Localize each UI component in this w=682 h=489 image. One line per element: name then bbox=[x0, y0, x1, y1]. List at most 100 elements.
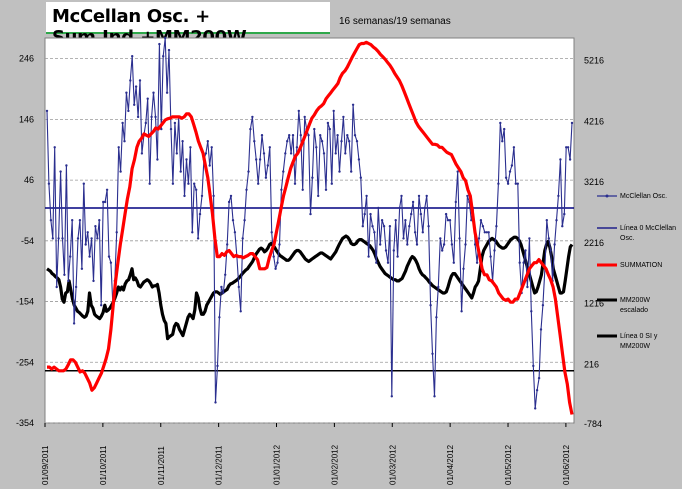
data-point bbox=[421, 231, 424, 234]
legend-item: McClellan Osc. bbox=[597, 193, 667, 200]
data-point bbox=[415, 243, 419, 246]
data-point bbox=[187, 182, 190, 185]
data-point bbox=[504, 176, 508, 179]
data-point bbox=[167, 48, 171, 52]
data-point bbox=[371, 225, 374, 228]
data-point bbox=[493, 249, 496, 252]
data-point bbox=[466, 194, 469, 198]
data-point bbox=[266, 164, 269, 167]
data-point bbox=[382, 225, 386, 228]
data-point bbox=[503, 127, 506, 131]
data-point bbox=[80, 267, 84, 270]
data-point bbox=[336, 134, 339, 137]
data-point bbox=[138, 79, 142, 82]
x-tick-label: 01/01/2012 bbox=[273, 444, 282, 485]
data-point bbox=[495, 225, 498, 228]
data-point bbox=[117, 146, 120, 149]
data-point bbox=[346, 134, 349, 137]
data-point bbox=[549, 249, 552, 252]
data-point bbox=[557, 194, 560, 198]
data-point bbox=[183, 194, 186, 198]
data-point bbox=[537, 376, 541, 380]
series-2 bbox=[46, 234, 574, 341]
data-point bbox=[195, 188, 198, 191]
data-point bbox=[394, 219, 397, 222]
x-tick-label: 01/04/2012 bbox=[446, 444, 455, 485]
data-point bbox=[284, 152, 287, 155]
data-point bbox=[350, 170, 353, 173]
data-point bbox=[208, 164, 211, 167]
data-point bbox=[411, 200, 415, 204]
x-tick-label: 01/02/2012 bbox=[330, 444, 339, 485]
data-point bbox=[115, 231, 118, 234]
data-point bbox=[109, 261, 113, 264]
data-point bbox=[568, 158, 572, 161]
data-point bbox=[431, 352, 434, 355]
legend-label: Línea 0 SI y MM200W bbox=[620, 333, 658, 350]
data-point bbox=[210, 146, 213, 149]
data-point bbox=[499, 121, 502, 125]
data-point bbox=[214, 401, 217, 404]
data-point bbox=[69, 255, 72, 258]
data-point bbox=[326, 121, 330, 125]
data-point bbox=[380, 219, 384, 222]
data-point bbox=[165, 91, 169, 94]
data-point bbox=[282, 170, 285, 173]
x-tick-label: 01/09/2011 bbox=[41, 445, 50, 485]
data-point bbox=[384, 249, 388, 252]
data-point bbox=[144, 121, 147, 125]
data-point bbox=[427, 225, 430, 228]
data-point bbox=[342, 115, 345, 119]
data-point bbox=[487, 231, 490, 234]
data-point bbox=[561, 225, 564, 228]
data-point bbox=[45, 109, 49, 113]
legend-item: SUMMATION bbox=[597, 262, 662, 269]
data-point bbox=[419, 212, 423, 216]
x-tick-label: 01/10/2011 bbox=[99, 445, 108, 485]
legend-label: MM200W escalado bbox=[620, 297, 650, 314]
data-point bbox=[212, 194, 215, 198]
data-point bbox=[134, 85, 138, 88]
data-point bbox=[274, 267, 277, 270]
data-point bbox=[444, 212, 448, 216]
data-point bbox=[67, 279, 70, 283]
data-point bbox=[410, 212, 413, 216]
data-point bbox=[181, 140, 184, 143]
data-point bbox=[379, 243, 382, 246]
data-point bbox=[390, 395, 393, 398]
data-point bbox=[464, 243, 467, 246]
data-point bbox=[565, 146, 568, 149]
series-line bbox=[46, 234, 574, 341]
data-point bbox=[295, 146, 299, 149]
data-point bbox=[423, 206, 426, 210]
data-point bbox=[158, 42, 161, 46]
data-point bbox=[61, 237, 64, 240]
data-point bbox=[303, 115, 306, 119]
data-point bbox=[291, 134, 295, 137]
y-left-tick-label: 246 bbox=[19, 54, 34, 64]
x-tick-label: 01/03/2012 bbox=[388, 444, 397, 485]
legend-label: SUMMATION bbox=[620, 262, 662, 269]
data-point bbox=[140, 152, 144, 155]
data-point bbox=[456, 170, 459, 173]
data-point bbox=[249, 127, 252, 131]
data-point bbox=[193, 182, 196, 185]
data-point bbox=[146, 97, 149, 100]
data-point bbox=[51, 237, 54, 240]
data-point bbox=[152, 91, 155, 94]
y-right-tick-label: 5216 bbox=[584, 56, 604, 66]
data-point bbox=[334, 152, 337, 155]
data-point bbox=[72, 322, 76, 325]
data-point bbox=[260, 134, 264, 137]
data-point bbox=[330, 182, 333, 185]
data-point bbox=[218, 316, 221, 319]
data-point bbox=[489, 255, 492, 258]
series-1 bbox=[47, 40, 574, 415]
y-left-tick-label: -54 bbox=[21, 236, 34, 246]
data-point bbox=[160, 127, 163, 131]
data-point bbox=[164, 36, 167, 40]
data-point bbox=[268, 146, 271, 149]
data-point bbox=[227, 200, 231, 204]
data-point bbox=[454, 200, 457, 204]
